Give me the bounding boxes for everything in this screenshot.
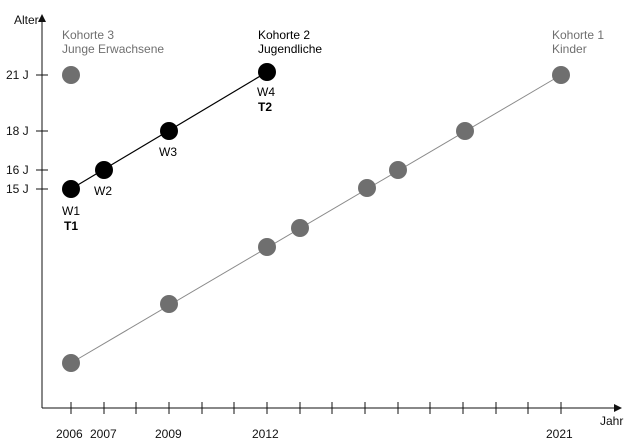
cohort-1-title: Kohorte 1 (552, 28, 604, 42)
cohort-1-point (291, 219, 309, 237)
x-axis-title: Jahr (600, 414, 623, 428)
y-tick-label-18: 18 J (6, 124, 29, 138)
wave-label-w3: W3 (159, 145, 177, 159)
cohort-1-point (456, 122, 474, 140)
x-tick-label-2012: 2012 (252, 427, 279, 441)
x-tick-label-2021: 2021 (546, 427, 573, 441)
cohort-1-points (62, 66, 570, 372)
cohort-2-point-w2 (95, 161, 113, 179)
wave-tag-t1: T1 (64, 219, 78, 233)
x-tick-label-2009: 2009 (155, 427, 182, 441)
y-tick-label-15: 15 J (6, 182, 29, 196)
cohort-2-points (62, 63, 276, 198)
cohort-1-point (552, 66, 570, 84)
y-axis-arrow (38, 14, 46, 22)
y-tick-label-16: 16 J (6, 163, 29, 177)
x-tick-label-2006: 2006 (56, 427, 83, 441)
cohort-1-subtitle: Kinder (552, 42, 587, 56)
x-ticks (70, 402, 562, 414)
cohort-2-title: Kohorte 2 (258, 28, 310, 42)
cohort-1-point (389, 161, 407, 179)
cohort-3-point (62, 66, 80, 84)
cohort-2-point-w4 (258, 63, 276, 81)
cohort-2-point-w1 (62, 180, 80, 198)
cohort-3-subtitle: Junge Erwachsene (62, 42, 164, 56)
x-axis-arrow (614, 404, 622, 412)
y-axis-title: Alter (14, 13, 39, 27)
cohort-1-point (358, 179, 376, 197)
wave-label-w1: W1 (62, 204, 80, 218)
cohort-2-point-w3 (160, 122, 178, 140)
cohort-1-point (258, 238, 276, 256)
wave-label-w2: W2 (94, 184, 112, 198)
x-tick-label-2007: 2007 (90, 427, 117, 441)
cohort-1-point (62, 354, 80, 372)
cohort-3-title: Kohorte 3 (62, 28, 114, 42)
cohort-1-point (160, 295, 178, 313)
y-tick-label-21: 21 J (6, 68, 29, 82)
wave-tag-t2: T2 (258, 100, 272, 114)
wave-label-w4: W4 (257, 85, 275, 99)
cohort-2-subtitle: Jugendliche (258, 42, 322, 56)
cohort-1-line (70, 74, 562, 364)
